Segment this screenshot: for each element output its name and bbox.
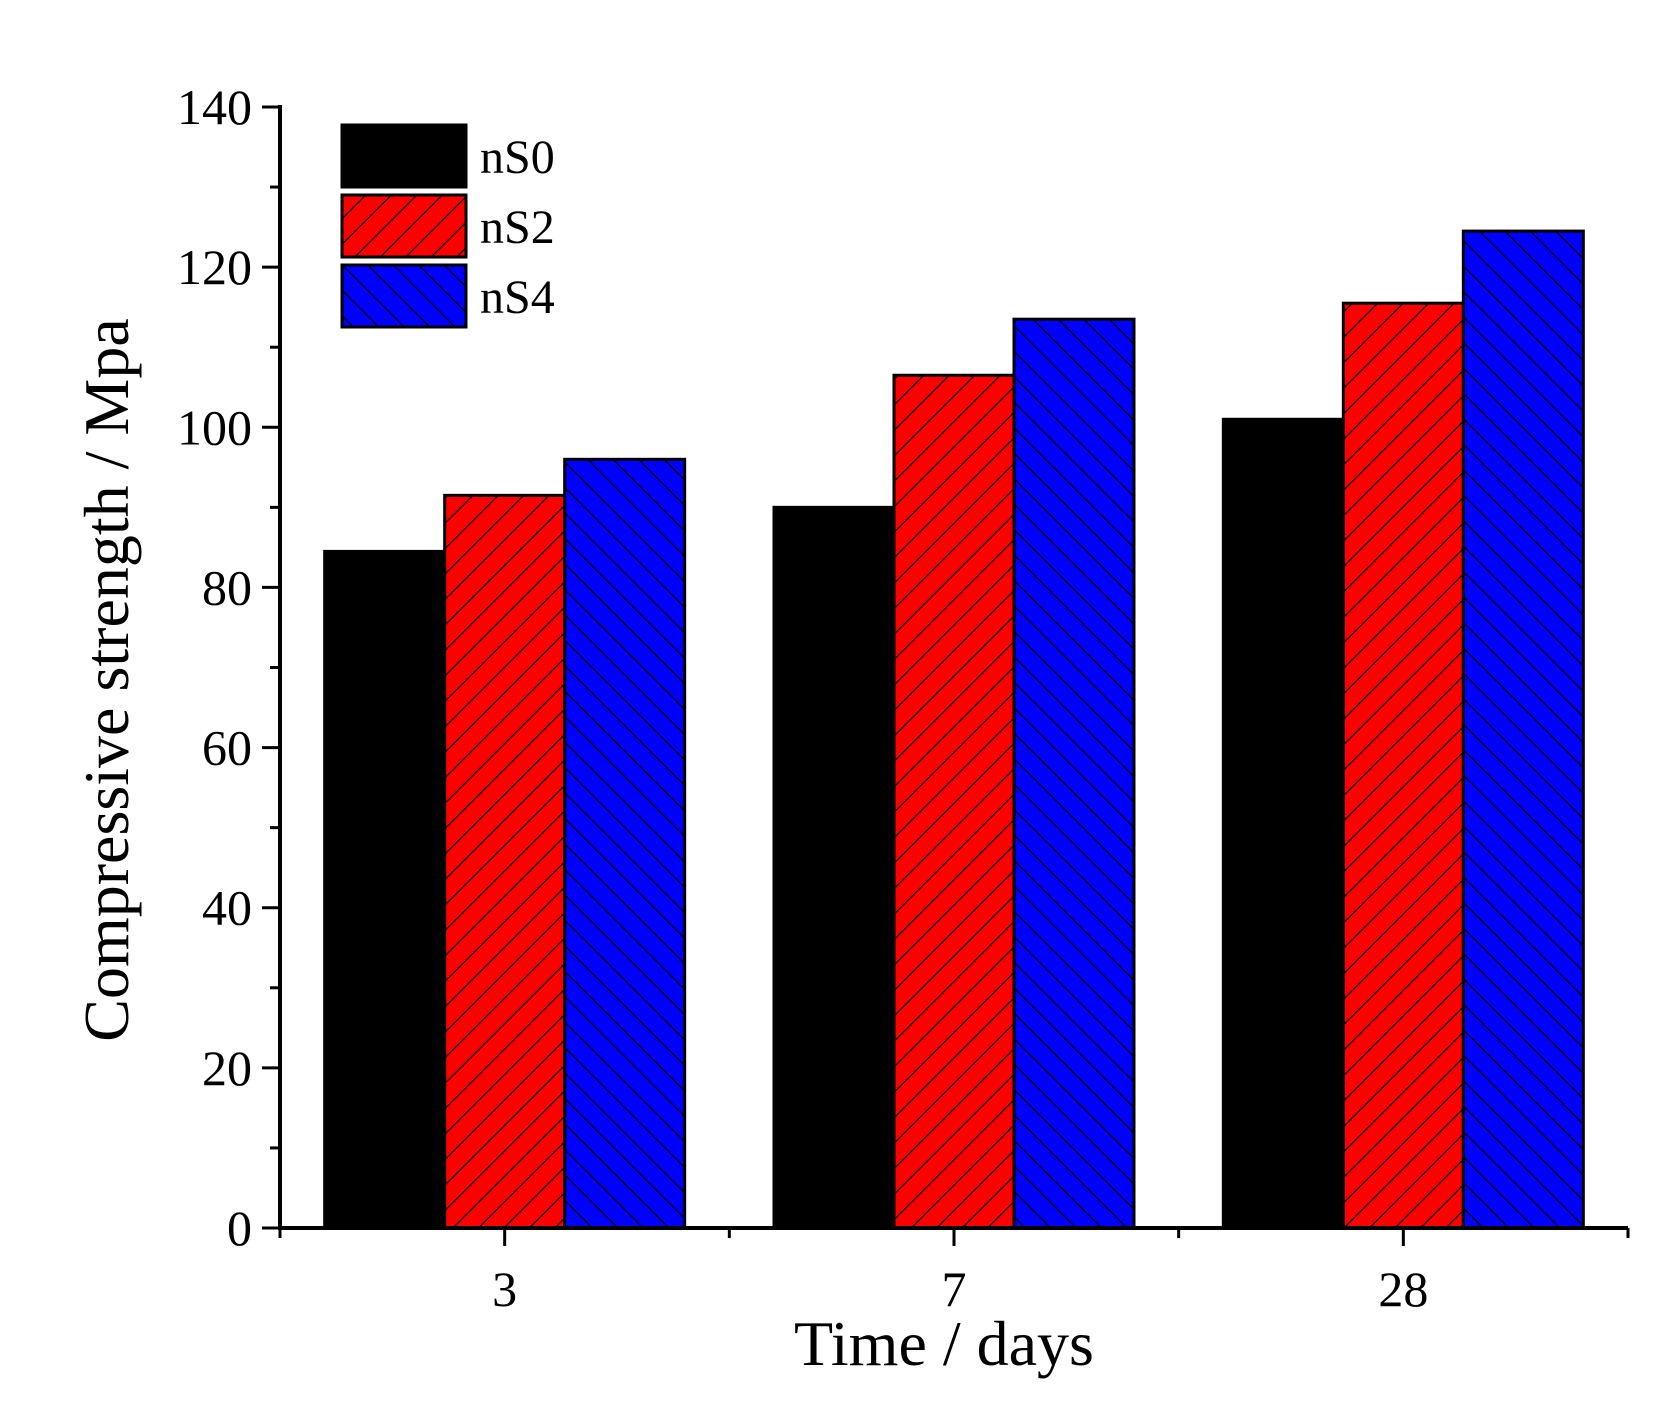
legend-label-nS0: nS0 — [480, 131, 555, 184]
x-tick-label: 7 — [942, 1261, 967, 1317]
x-tick-label: 3 — [492, 1261, 517, 1317]
legend-label-nS2: nS2 — [480, 201, 555, 254]
bar-nS2-7 — [892, 373, 1016, 1230]
bar-nS0-7 — [772, 505, 896, 1230]
y-tick-label: 60 — [202, 720, 252, 776]
legend-swatch-nS0 — [340, 123, 468, 189]
bar-nS4-7 — [1012, 317, 1136, 1230]
bar-nS2-3 — [443, 493, 567, 1230]
bar-nS0-28 — [1221, 417, 1345, 1230]
x-tick-label: 28 — [1378, 1261, 1428, 1317]
ticks-group: 0 20 40 60 80 100 120 140 3 7 28 — [177, 79, 1630, 1317]
legend-swatch-nS4 — [340, 263, 468, 329]
y-tick-label: 0 — [227, 1200, 252, 1256]
y-tick-label: 140 — [177, 79, 252, 135]
y-tick-label: 100 — [177, 399, 252, 455]
y-tick-label: 20 — [202, 1040, 252, 1096]
bars-group — [323, 229, 1585, 1230]
bar-nS0-3 — [323, 549, 447, 1230]
y-tick-label: 40 — [202, 880, 252, 936]
bar-nS4-28 — [1461, 229, 1585, 1230]
legend-label-nS4: nS4 — [480, 271, 555, 324]
legend: nS0 nS2 nS4 — [340, 123, 555, 329]
x-axis-title: Time / days — [794, 1308, 1094, 1379]
bar-nS2-28 — [1341, 301, 1465, 1230]
bar-nS4-3 — [563, 457, 687, 1230]
y-axis-title: Compressive strength / Mpa — [71, 318, 142, 1041]
legend-swatch-nS2 — [340, 193, 468, 259]
y-tick-label: 120 — [177, 239, 252, 295]
y-tick-label: 80 — [202, 559, 252, 615]
